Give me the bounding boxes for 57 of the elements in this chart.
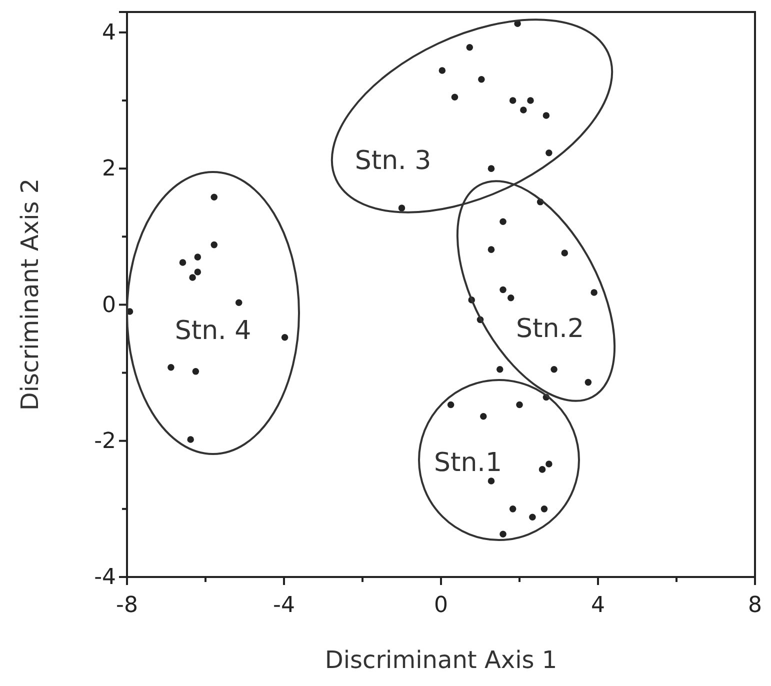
point	[590, 289, 598, 296]
point	[235, 299, 242, 306]
y-tick-label: -4	[94, 565, 116, 590]
point	[509, 506, 516, 512]
annotation: Stn. 3	[354, 146, 432, 176]
point	[550, 366, 558, 373]
point	[561, 250, 568, 256]
x-tick-label: 4	[591, 593, 605, 618]
point	[168, 364, 174, 371]
annotation: Stn. 4	[174, 316, 252, 346]
annotation: Stn.2	[516, 314, 584, 344]
point	[516, 401, 523, 408]
point	[500, 218, 506, 226]
point	[447, 401, 454, 408]
point	[520, 106, 527, 114]
point	[507, 294, 514, 302]
point	[488, 246, 495, 253]
point	[496, 366, 504, 373]
y-tick-label: 4	[102, 20, 116, 46]
point	[509, 97, 516, 104]
point	[398, 204, 406, 212]
y-tick-label: 2	[102, 156, 116, 182]
x-axis-title: Discriminant Axis 1	[324, 646, 558, 674]
point	[281, 334, 288, 341]
x-tick-label: -8	[116, 593, 138, 618]
point	[194, 254, 202, 260]
point	[546, 150, 552, 156]
point	[194, 268, 202, 276]
point	[529, 514, 536, 520]
point	[210, 194, 218, 201]
point	[187, 436, 194, 443]
annotation: Stn.1	[434, 448, 502, 478]
point	[500, 530, 506, 538]
point	[451, 94, 458, 100]
point	[189, 274, 196, 281]
point	[584, 378, 592, 386]
point	[488, 165, 495, 172]
y-axis-title: Discriminant Axis 2	[16, 178, 44, 411]
point	[466, 44, 474, 51]
y-tick-label: -2	[94, 428, 116, 454]
x-tick-label: -4	[273, 593, 295, 618]
point	[546, 460, 552, 468]
point	[480, 412, 487, 420]
y-tick-label: 0	[102, 292, 116, 318]
point	[540, 506, 548, 512]
point	[438, 67, 446, 74]
point	[500, 286, 506, 294]
point	[542, 112, 550, 119]
point	[192, 368, 200, 375]
point	[538, 466, 546, 473]
point	[488, 478, 495, 484]
point	[527, 97, 534, 104]
x-tick-label: 0	[434, 593, 448, 618]
x-tick-label: 8	[748, 593, 762, 618]
point	[478, 76, 485, 83]
point	[210, 241, 218, 248]
point	[179, 259, 186, 266]
